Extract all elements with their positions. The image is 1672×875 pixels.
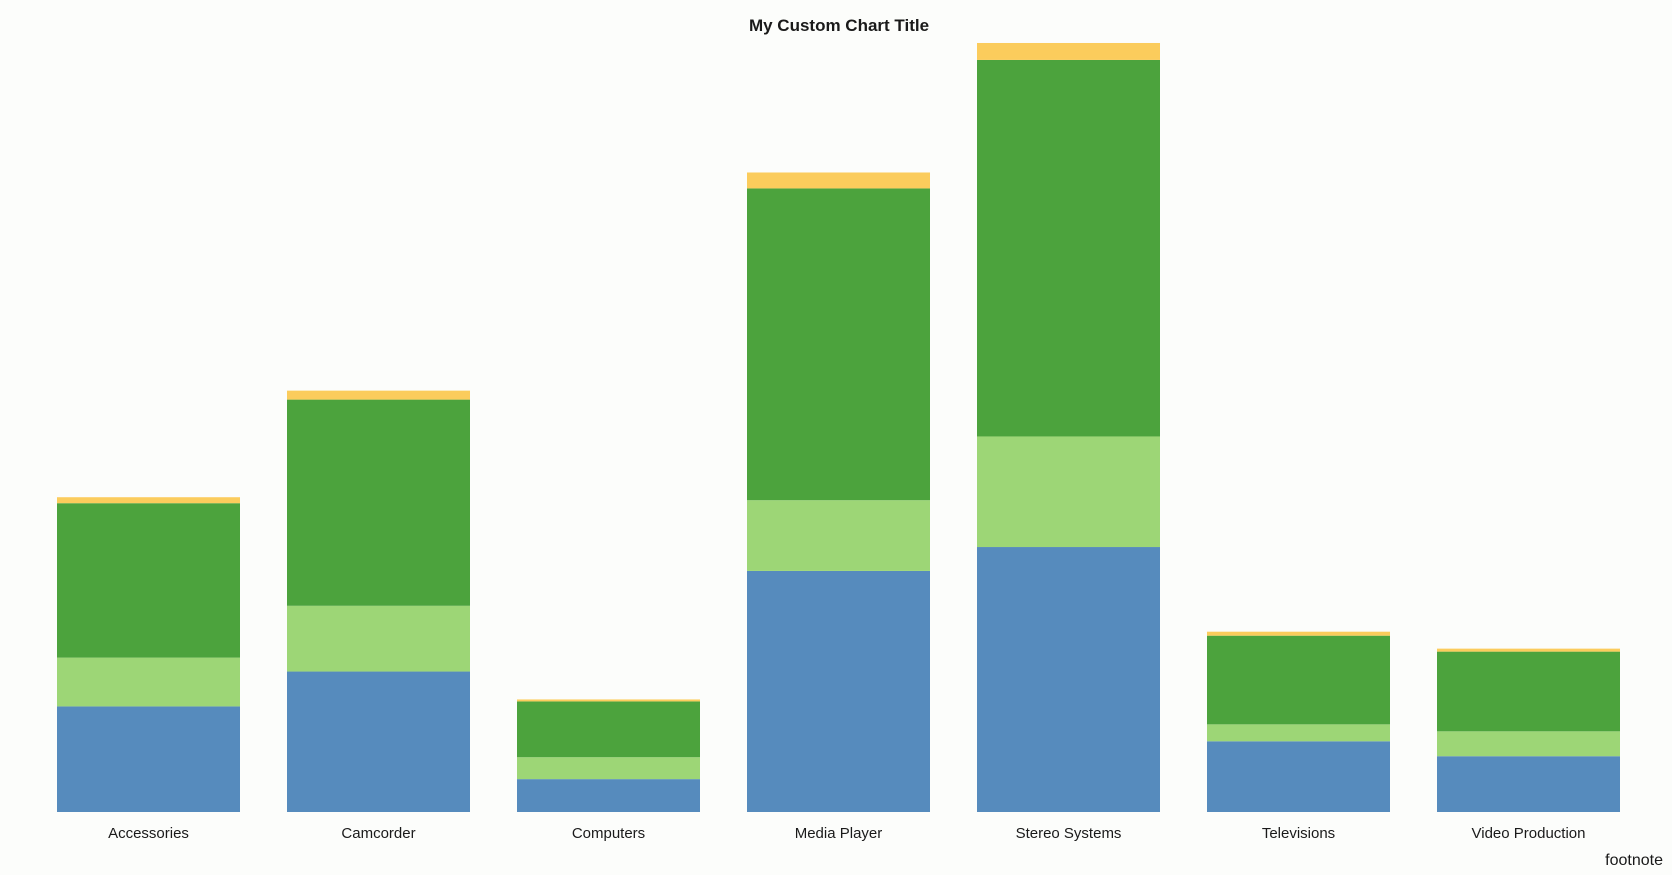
bar-segment [57,503,240,658]
bar-segment [1207,741,1390,812]
x-tick-label: Computers [572,825,645,842]
bar-segment [977,436,1160,548]
bar-segment [1207,724,1390,742]
bar-segment [517,699,700,702]
bar-segment [1437,651,1620,732]
footnote: footnote [1605,852,1663,869]
x-tick-label: Televisions [1262,825,1335,842]
bar-segment [57,657,240,707]
bar-segment [977,42,1160,60]
bar-segment [1207,631,1390,636]
bar-segment [287,671,470,812]
bar-segment [57,706,240,812]
bars-group [57,42,1620,812]
bar-segment [517,701,700,758]
bar-segment [1437,731,1620,757]
bar-segment [1437,648,1620,652]
chart-title: My Custom Chart Title [749,16,929,35]
x-tick-label: Media Player [795,825,883,842]
bar-segment [517,779,700,812]
bar-segment [1437,756,1620,812]
bar-segment [1207,635,1390,725]
bar-segment [747,570,930,812]
bar-segment [287,390,470,400]
bar-segment [747,172,930,189]
x-tick-label: Camcorder [341,825,415,842]
bar-segment [517,757,700,780]
bar-segment [57,497,240,504]
bar-segment [977,547,1160,812]
bar-segment [747,188,930,501]
bar-segment [287,605,470,672]
bar-segment [977,59,1160,437]
x-tick-labels: Accessories Camcorder Computers Media Playe… [108,825,1585,842]
bar-segment [747,500,930,571]
x-tick-label: Accessories [108,825,189,842]
x-tick-label: Video Production [1472,825,1586,842]
bar-segment [287,399,470,606]
x-tick-label: Stereo Systems [1016,825,1122,842]
